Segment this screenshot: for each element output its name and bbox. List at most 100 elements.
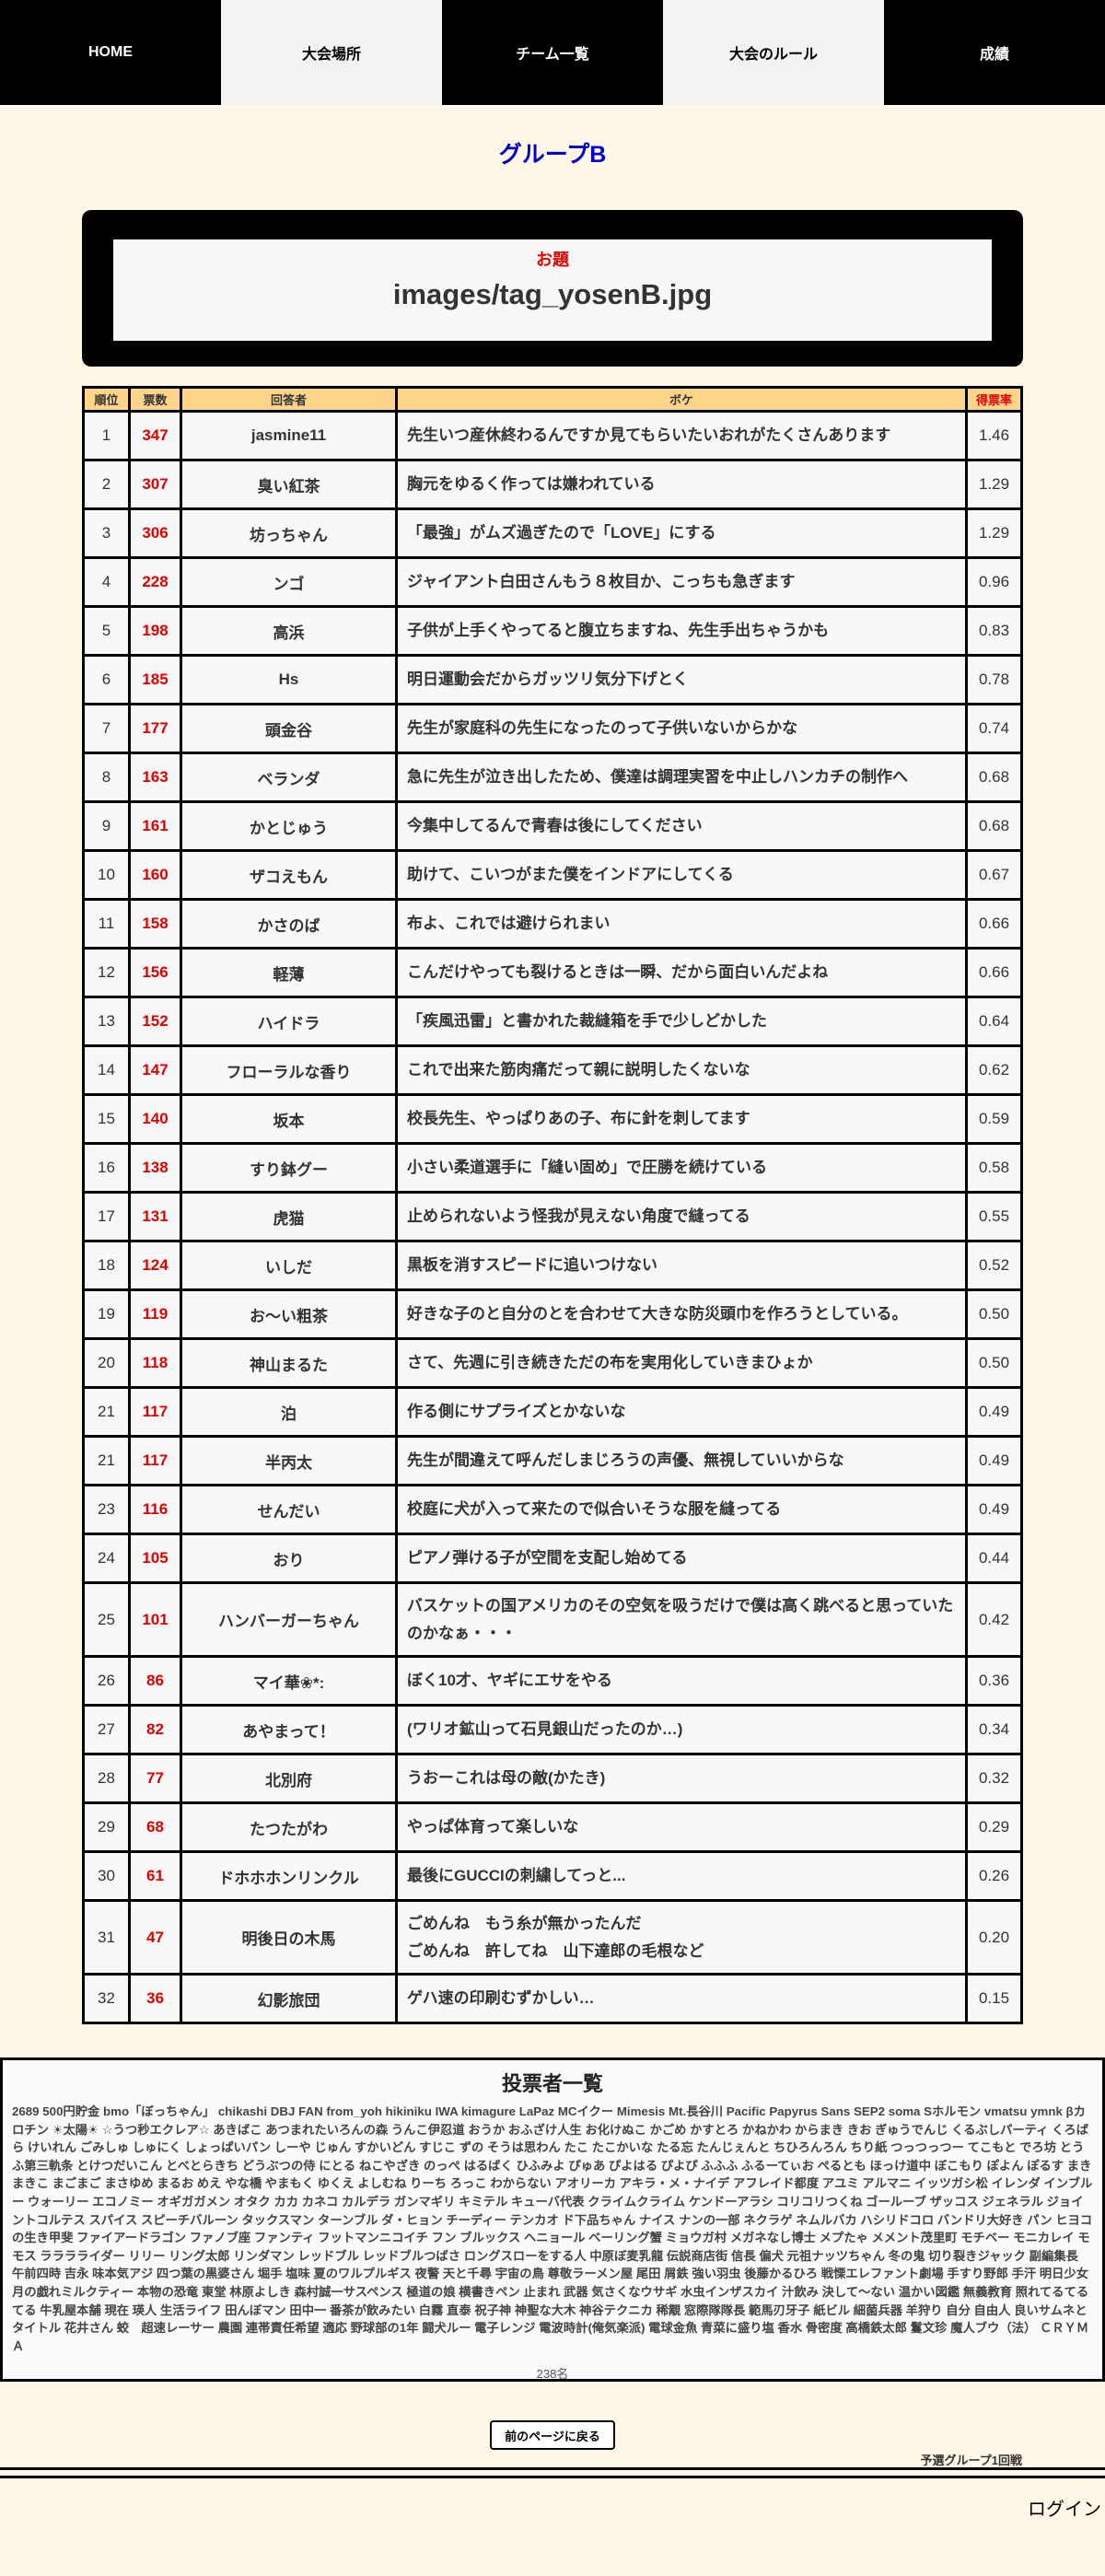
table-row: 1 347 jasmine11 先生いつ産休終わるんですか見てもらいたいおれがたくさん… xyxy=(82,410,1023,461)
cell-boke: 今集中してるんで青春は後にしてください xyxy=(395,800,968,852)
odai-inner: お題 images/tag_yosenB.jpg xyxy=(113,239,992,341)
nav-item[interactable]: 成績 xyxy=(884,0,1105,105)
cell-rate: 0.49 xyxy=(965,1435,1023,1486)
cell-rank: 8 xyxy=(82,752,131,803)
table-header-row: 順位 票数 回答者 ボケ 得票率 xyxy=(82,386,1023,413)
cell-votes: 131 xyxy=(128,1191,182,1242)
cell-name: ベランダ xyxy=(180,752,398,803)
cell-boke: 止められないよう怪我が見えない角度で縫ってる xyxy=(395,1191,968,1242)
table-row: 17 131 虎猫 止められないよう怪我が見えない角度で縫ってる 0.55 xyxy=(82,1191,1023,1242)
cell-rate: 0.78 xyxy=(965,654,1023,705)
cell-rank: 24 xyxy=(82,1533,131,1584)
table-row: 2 307 臭い紅茶 胸元をゆるく作っては嫌われている 1.29 xyxy=(82,459,1023,510)
cell-boke: 「最強」がムズ過ぎたので「LOVE」にする xyxy=(395,507,968,559)
cell-rank: 28 xyxy=(82,1753,131,1804)
table-row: 30 61 ドホホホンリンクル 最後にGUCCIの刺繍してっと... 0.26 xyxy=(82,1850,1023,1902)
cell-name: 神山まるた xyxy=(180,1337,398,1389)
cell-rate: 0.52 xyxy=(965,1240,1023,1291)
cell-name: おり xyxy=(180,1533,398,1584)
cell-name: ハンバーガーちゃん xyxy=(180,1581,398,1658)
back-button[interactable]: 前のページに戻る xyxy=(490,2420,615,2450)
cell-votes: 158 xyxy=(128,898,182,950)
cell-name: 高浜 xyxy=(180,605,398,657)
cell-rank: 31 xyxy=(82,1899,131,1976)
table-row: 16 138 すり鉢グー 小さい柔道選手に「縫い固め」で圧勝を続けている 0.58 xyxy=(82,1142,1023,1194)
cell-name: お〜い粗茶 xyxy=(180,1288,398,1340)
cell-name: 坊っちゃん xyxy=(180,507,398,559)
cell-boke: やっぱ体育って楽しいな xyxy=(395,1801,968,1853)
cell-boke: 急に先生が泣き出したため、僕達は調理実習を中止しハンカチの制作へ xyxy=(395,752,968,803)
table-row: 31 47 明後日の木馬 ごめんね もう糸が無かったんだ ごめんね 許してね 山下達郎… xyxy=(82,1899,1023,1976)
cell-votes: 138 xyxy=(128,1142,182,1194)
voters-title: 投票者一覧 xyxy=(501,2072,603,2095)
cell-rate: 0.50 xyxy=(965,1288,1023,1340)
cell-name: 臭い紅茶 xyxy=(180,459,398,510)
cell-name: すり鉢グー xyxy=(180,1142,398,1194)
nav-item[interactable]: チーム一覧 xyxy=(442,0,663,105)
table-row: 4 228 ンゴ ジャイアント白田さんもう８枚目か、こっちも急ぎます 0.96 xyxy=(82,556,1023,608)
cell-rate: 0.58 xyxy=(965,1142,1023,1194)
cell-votes: 117 xyxy=(128,1435,182,1486)
cell-votes: 61 xyxy=(128,1850,182,1902)
cell-boke: 助けて、こいつがまた僕をインドアにしてくる xyxy=(395,849,968,901)
cell-name: 虎猫 xyxy=(180,1191,398,1242)
cell-boke: 先生が間違えて呼んだしまじろうの声優、無視していいからな xyxy=(395,1435,968,1486)
odai-panel: お題 images/tag_yosenB.jpg xyxy=(82,210,1023,367)
cell-rank: 12 xyxy=(82,947,131,998)
cell-rank: 20 xyxy=(82,1337,131,1389)
cell-boke: 明日運動会だからガッツリ気分下げとく xyxy=(395,654,968,705)
voters-panel: 投票者一覧 2689 500円貯金 bmo「ぼっちゃん」 chikashi DB… xyxy=(0,2057,1105,2382)
cell-name: いしだ xyxy=(180,1240,398,1291)
cell-rate: 1.46 xyxy=(965,410,1023,461)
cell-rank: 18 xyxy=(82,1240,131,1291)
cell-boke: 校庭に犬が入って来たので似合いそうな服を縫ってる xyxy=(395,1484,968,1535)
cell-votes: 160 xyxy=(128,849,182,901)
cell-name: 半丙太 xyxy=(180,1435,398,1486)
login-link[interactable]: ログイン xyxy=(1028,2500,1101,2520)
cell-votes: 77 xyxy=(128,1753,182,1804)
nav-item[interactable]: 大会場所 xyxy=(221,0,442,105)
cell-votes: 156 xyxy=(128,947,182,998)
cell-rank: 15 xyxy=(82,1093,131,1145)
cell-boke: 最後にGUCCIの刺繍してっと... xyxy=(395,1850,968,1902)
cell-rank: 9 xyxy=(82,800,131,852)
cell-name: 北別府 xyxy=(180,1753,398,1804)
cell-boke: ぼく10才、ヤギにエサをやる xyxy=(395,1655,968,1707)
cell-votes: 86 xyxy=(128,1655,182,1707)
cell-boke: 黒板を消すスピードに追いつけない xyxy=(395,1240,968,1291)
cell-votes: 116 xyxy=(128,1484,182,1535)
nav-item[interactable]: 大会のルール xyxy=(663,0,884,105)
cell-votes: 140 xyxy=(128,1093,182,1145)
header-rank: 順位 xyxy=(82,386,131,413)
cell-name: ハイドラ xyxy=(180,996,398,1047)
cell-rate: 0.49 xyxy=(965,1386,1023,1438)
cell-boke: うおーこれは母の敵(かたき) xyxy=(395,1753,968,1804)
cell-rate: 0.74 xyxy=(965,703,1023,754)
cell-rank: 1 xyxy=(82,410,131,461)
cell-boke: これで出来た筋肉痛だって親に説明したくないな xyxy=(395,1044,968,1096)
cell-rate: 0.44 xyxy=(965,1533,1023,1584)
cell-name: かとじゅう xyxy=(180,800,398,852)
cell-name: 軽薄 xyxy=(180,947,398,998)
cell-name: ンゴ xyxy=(180,556,398,608)
cell-rank: 11 xyxy=(82,898,131,950)
cell-rate: 0.49 xyxy=(965,1484,1023,1535)
cell-boke: 胸元をゆるく作っては嫌われている xyxy=(395,459,968,510)
cell-rank: 3 xyxy=(82,507,131,559)
cell-rank: 2 xyxy=(82,459,131,510)
cell-rate: 0.96 xyxy=(965,556,1023,608)
cell-rate: 0.83 xyxy=(965,605,1023,657)
cell-rate: 0.29 xyxy=(965,1801,1023,1853)
cell-rate: 0.32 xyxy=(965,1753,1023,1804)
cell-rank: 32 xyxy=(82,1973,131,2024)
cell-rank: 30 xyxy=(82,1850,131,1902)
cell-boke: (ワリオ鉱山って石見銀山だったのか…) xyxy=(395,1704,968,1755)
nav-item[interactable]: HOME xyxy=(0,0,221,105)
table-row: 12 156 軽薄 こんだけやっても裂けるときは一瞬、だから面白いんだよね 0.66 xyxy=(82,947,1023,998)
table-row: 20 118 神山まるた さて、先週に引き続きただの布を実用化していきまひょか 0.50 xyxy=(82,1337,1023,1389)
header-rate: 得票率 xyxy=(965,386,1023,413)
cell-votes: 306 xyxy=(128,507,182,559)
table-row: 6 185 Hs 明日運動会だからガッツリ気分下げとく 0.78 xyxy=(82,654,1023,705)
cell-votes: 185 xyxy=(128,654,182,705)
table-row: 25 101 ハンバーガーちゃん バスケットの国アメリカのその空気を吸うだけで僕は高く… xyxy=(82,1581,1023,1658)
